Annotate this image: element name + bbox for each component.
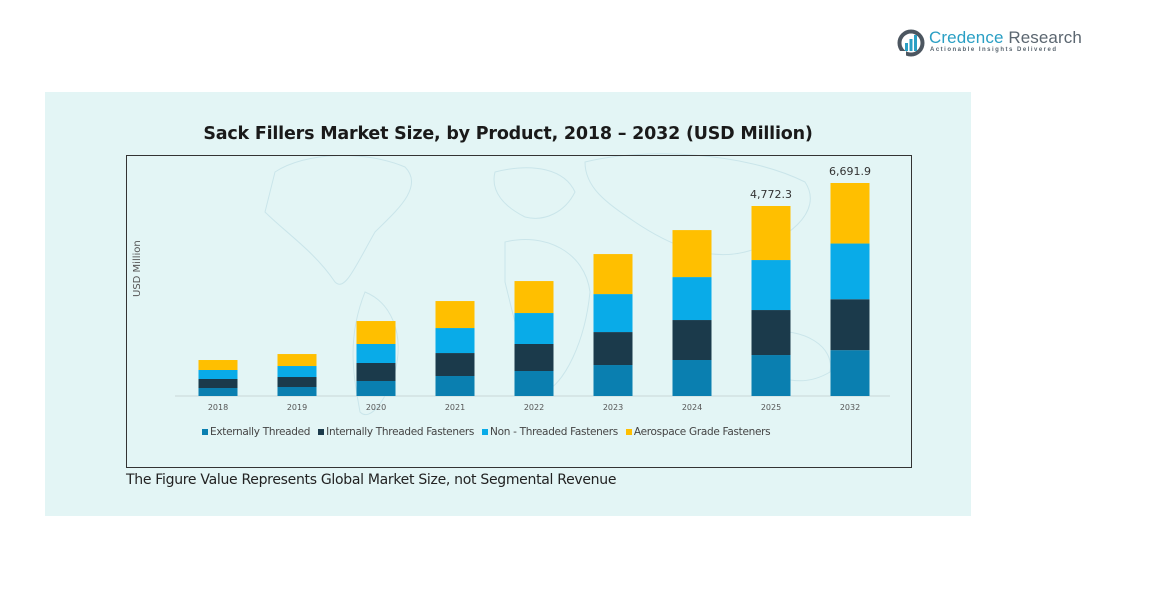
bar-segment bbox=[593, 365, 633, 396]
legend-label: Aerospace Grade Fasteners bbox=[633, 426, 771, 438]
bar-segment bbox=[672, 360, 712, 396]
legend-item-internally-threaded[interactable]: Internally Threaded Fasteners bbox=[318, 426, 474, 438]
bar-segment bbox=[514, 344, 554, 371]
bar-segment bbox=[198, 370, 238, 379]
bar-segment bbox=[356, 344, 396, 363]
brand-name-part2: Research bbox=[1003, 28, 1082, 47]
chart-title: Sack Fillers Market Size, by Product, 20… bbox=[203, 124, 813, 144]
bar-segment bbox=[593, 332, 633, 366]
legend-swatch bbox=[482, 429, 489, 435]
chart-frame bbox=[126, 155, 912, 468]
bar-segment bbox=[751, 260, 791, 311]
bar-segment bbox=[830, 350, 870, 396]
chart-legend: Externally Threaded Internally Threaded … bbox=[202, 426, 771, 438]
bar-segment bbox=[435, 328, 475, 354]
x-tick-label: 2019 bbox=[287, 403, 307, 412]
x-tick-label: 2020 bbox=[366, 403, 386, 412]
legend-label: Externally Threaded bbox=[210, 426, 311, 438]
bar-segment bbox=[751, 355, 791, 396]
bar-segment bbox=[277, 377, 317, 388]
chart-plot: 2018 2019 2020 2021 2022 2023 2024 2025 4,772.3 2… bbox=[175, 165, 890, 412]
bar-segment bbox=[593, 254, 633, 295]
x-tick-label: 2018 bbox=[208, 403, 228, 412]
x-tick-label: 2022 bbox=[524, 403, 544, 412]
legend-item-aerospace-grade[interactable]: Aerospace Grade Fasteners bbox=[625, 426, 771, 438]
bar-segment bbox=[435, 301, 475, 329]
bar-segment bbox=[356, 321, 396, 345]
footnote: The Figure Value Represents Global Marke… bbox=[126, 472, 617, 488]
brand-name: Credence Research bbox=[929, 28, 1082, 48]
bar-segment bbox=[514, 370, 554, 396]
bar-segment bbox=[830, 183, 870, 244]
data-label: 4,772.3 bbox=[750, 188, 792, 201]
bar-segment bbox=[751, 310, 791, 356]
bar-segment bbox=[435, 376, 475, 396]
bar-segment bbox=[277, 387, 317, 396]
brand-logo: Credence Research Actionable Insights De… bbox=[897, 28, 1087, 62]
x-tick-label: 2024 bbox=[682, 403, 702, 412]
bar-segment bbox=[198, 360, 238, 371]
x-tick-label: 2025 bbox=[761, 403, 781, 412]
bar-segment bbox=[277, 366, 317, 378]
bar-segment bbox=[435, 353, 475, 377]
chart-panel: Sack Fillers Market Size, by Product, 20… bbox=[45, 92, 971, 516]
bar-segment bbox=[830, 243, 870, 300]
x-tick-label: 2032 bbox=[840, 403, 860, 412]
brand-name-part1: Credence bbox=[929, 28, 1004, 47]
bar-segment bbox=[198, 378, 238, 388]
legend-swatch bbox=[625, 429, 632, 435]
bar-segment bbox=[672, 277, 712, 321]
credence-logo-icon bbox=[897, 29, 925, 57]
bar-segment bbox=[672, 230, 712, 278]
y-axis-label: USD Million bbox=[132, 240, 143, 297]
bar-segment bbox=[672, 320, 712, 361]
bar-segment bbox=[356, 362, 396, 381]
bar-segment bbox=[593, 294, 633, 333]
x-tick-label: 2021 bbox=[445, 403, 465, 412]
legend-swatch bbox=[202, 429, 208, 435]
bar-segment bbox=[198, 387, 238, 396]
legend-label: Internally Threaded Fasteners bbox=[326, 426, 475, 438]
data-label: 6,691.9 bbox=[829, 165, 871, 178]
bar-segment bbox=[514, 313, 554, 345]
bar-segment bbox=[830, 299, 870, 351]
legend-item-externally-threaded[interactable]: Externally Threaded bbox=[202, 426, 310, 438]
bar-segment bbox=[356, 380, 396, 396]
brand-tagline: Actionable Insights Delivered bbox=[930, 47, 1058, 53]
legend-swatch bbox=[318, 429, 325, 435]
legend-item-non-threaded[interactable]: Non - Threaded Fasteners bbox=[482, 426, 618, 438]
legend-label: Non - Threaded Fasteners bbox=[490, 426, 618, 438]
bar-segment bbox=[514, 281, 554, 314]
bar-segment bbox=[277, 354, 317, 367]
x-tick-label: 2023 bbox=[603, 403, 623, 412]
bar-segment bbox=[751, 206, 791, 261]
